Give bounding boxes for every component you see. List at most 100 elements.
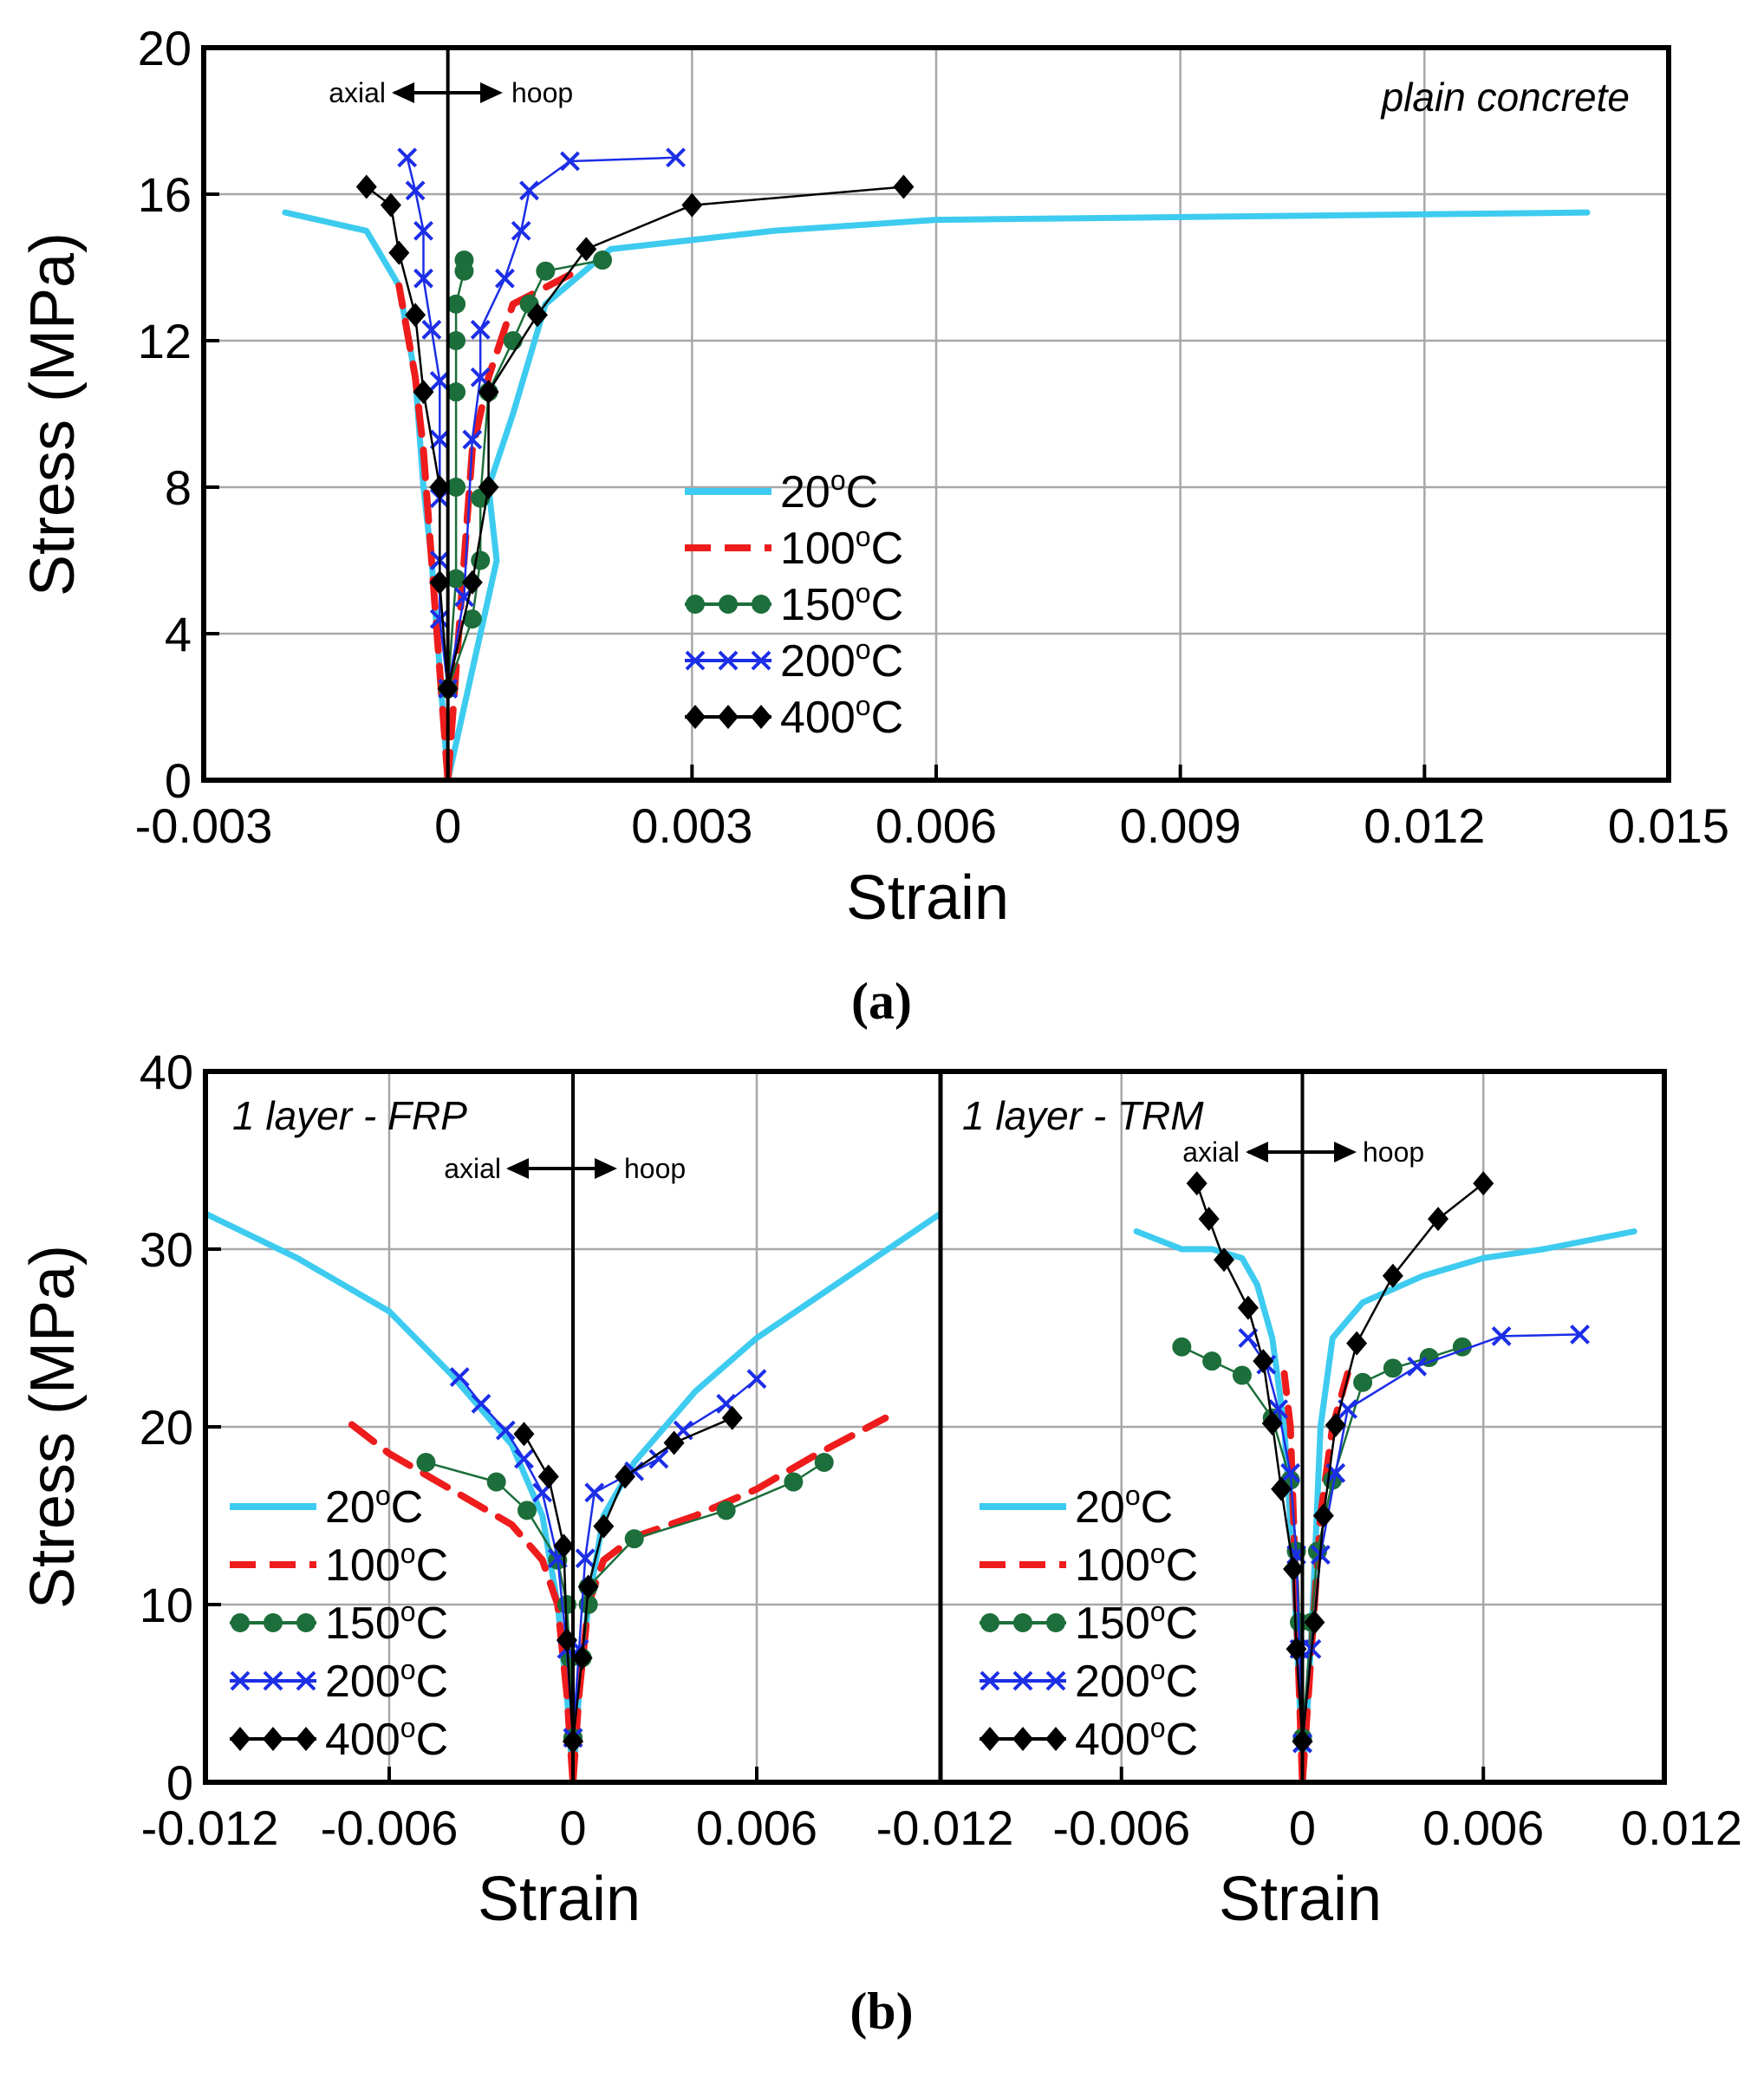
legend-marker: [1012, 1670, 1033, 1691]
data-point-diamond: [577, 1574, 599, 1599]
legend-label: 200oC: [325, 1654, 448, 1707]
data-point-diamond: [478, 380, 499, 405]
chart-b-frp: -0.012 -0.006 0 0.006 0 10 20 30 40 Strain Stre…: [18, 1045, 941, 1934]
data-point-diamond: [593, 1514, 615, 1539]
data-point-diamond: [615, 1464, 636, 1489]
data-point-x: [1407, 1356, 1428, 1377]
data-point-x: [1570, 1324, 1590, 1345]
series-line-200oC-axial: [1247, 1337, 1304, 1745]
data-point-x: [584, 1482, 605, 1503]
legend-label: 100oC: [780, 521, 903, 574]
data-point-diamond: [526, 303, 548, 328]
data-point-x: [1491, 1326, 1512, 1346]
data-point-diamond: [1214, 1247, 1235, 1273]
data-point-circle: [593, 251, 613, 270]
data-point-circle: [1232, 1365, 1252, 1385]
data-point-circle: [536, 261, 556, 281]
data-point-x: [648, 1449, 669, 1469]
legend-label: 150oC: [325, 1596, 448, 1649]
chart-b-trm-annotation: 1 layer - TRM: [962, 1093, 1204, 1138]
data-point-diamond: [1186, 1171, 1207, 1196]
data-point-circle: [517, 1501, 537, 1520]
caption-a: (a): [851, 973, 912, 1030]
legend-label: 400oC: [325, 1712, 448, 1765]
data-point-diamond: [571, 1645, 593, 1670]
chart-b-trm-axial-label: axial: [1182, 1136, 1240, 1168]
chart-b-trm-arrowhead-right: [1334, 1142, 1357, 1162]
data-point-circle: [716, 1501, 736, 1520]
data-point-circle: [1353, 1372, 1373, 1392]
chart-a-arrowhead-right: [480, 82, 503, 103]
data-point-x: [462, 429, 483, 450]
chart-a-x-axis-title: Strain: [846, 863, 1009, 933]
chart-b-frp-x-axis-title: Strain: [478, 1865, 641, 1934]
legend-marker: [263, 1727, 283, 1751]
data-point-circle: [471, 550, 491, 570]
legend-label: 400oC: [780, 690, 903, 743]
data-point-diamond: [553, 1533, 575, 1559]
data-point-x: [494, 268, 515, 289]
x-tick-label: 0.006: [875, 798, 997, 853]
legend-marker: [1046, 1613, 1065, 1632]
series-line-400oC-hoop: [446, 186, 905, 690]
data-point-circle: [454, 251, 474, 270]
data-point-diamond: [1283, 1557, 1305, 1581]
chart-b-frp-direction-indicator: axial hoop: [444, 1153, 686, 1184]
legend-marker: [980, 1670, 1000, 1691]
data-point-x: [575, 1548, 596, 1569]
chart-a-x-ticks: -0.003 0 0.003 0.006 0.009 0.012 0.015: [135, 765, 1729, 853]
chart-b-trm-direction-indicator: axial hoop: [1182, 1136, 1424, 1168]
data-point-diamond: [380, 192, 401, 218]
y-tick-label: 8: [165, 460, 192, 515]
data-point-x: [519, 180, 539, 201]
legend-label: 200oC: [1075, 1654, 1198, 1707]
legend-marker: [751, 650, 771, 671]
data-point-diamond: [1346, 1331, 1368, 1356]
legend-marker: [1045, 1670, 1066, 1691]
chart-b-plot-frame: [203, 1069, 1667, 1785]
legend-marker: [719, 595, 738, 614]
chart-b-trm-x-axis-title: Strain: [1219, 1865, 1382, 1934]
chart-b-frp-arrowhead-left: [506, 1158, 529, 1179]
chart-b-frp-annotation: 1 layer - FRP: [232, 1093, 467, 1138]
chart-b-frp-axial-label: axial: [444, 1153, 501, 1184]
chart-a-direction-indicator: axial hoop: [329, 77, 573, 108]
legend-marker: [718, 705, 739, 729]
data-point-diamond: [1261, 1410, 1283, 1436]
chart-b-trm-arrowhead-left: [1246, 1142, 1268, 1162]
data-point-x: [560, 151, 580, 172]
legend-marker: [230, 1670, 251, 1691]
data-point-circle: [503, 331, 523, 350]
data-point-diamond: [405, 303, 426, 328]
chart-a-annotation: plain concrete: [1380, 75, 1630, 120]
y-tick-label: 0: [165, 753, 192, 808]
x-tick-label: -0.012: [876, 1800, 1014, 1855]
series-line-20oC-hoop: [445, 209, 1591, 780]
legend-marker: [1045, 1727, 1066, 1751]
series-line-100oC-axial: [340, 1414, 576, 1782]
x-tick-label: 0: [434, 798, 461, 853]
data-point-diamond: [1237, 1295, 1259, 1320]
x-tick-label: 0: [1289, 1800, 1316, 1855]
data-point-x: [413, 220, 433, 241]
data-point-x: [429, 609, 450, 629]
y-tick-label: 4: [165, 607, 192, 661]
x-tick-label: -0.003: [135, 798, 273, 853]
data-point-diamond: [413, 380, 434, 405]
data-point-circle: [1202, 1351, 1222, 1371]
series-line-20oC-hoop: [1299, 1228, 1637, 1782]
chart-a: -0.003 0 0.003 0.006 0.009 0.012 0.015 0481216…: [18, 21, 1729, 933]
chart-b-frp-hoop-label: hoop: [624, 1153, 686, 1184]
data-point-diamond: [1473, 1171, 1494, 1196]
x-tick-label: 0: [559, 1800, 586, 1855]
data-point-x: [429, 429, 450, 450]
chart-b-trm: -0.012 -0.006 0 0.006 0.012 Strain 1 layer -…: [876, 1071, 1742, 1934]
legend-marker: [296, 1613, 316, 1632]
data-point-x: [511, 220, 531, 241]
data-point-diamond: [893, 174, 915, 199]
data-point-circle: [784, 1472, 804, 1492]
data-point-circle: [446, 331, 466, 350]
chart-a-axial-label: axial: [329, 77, 386, 108]
